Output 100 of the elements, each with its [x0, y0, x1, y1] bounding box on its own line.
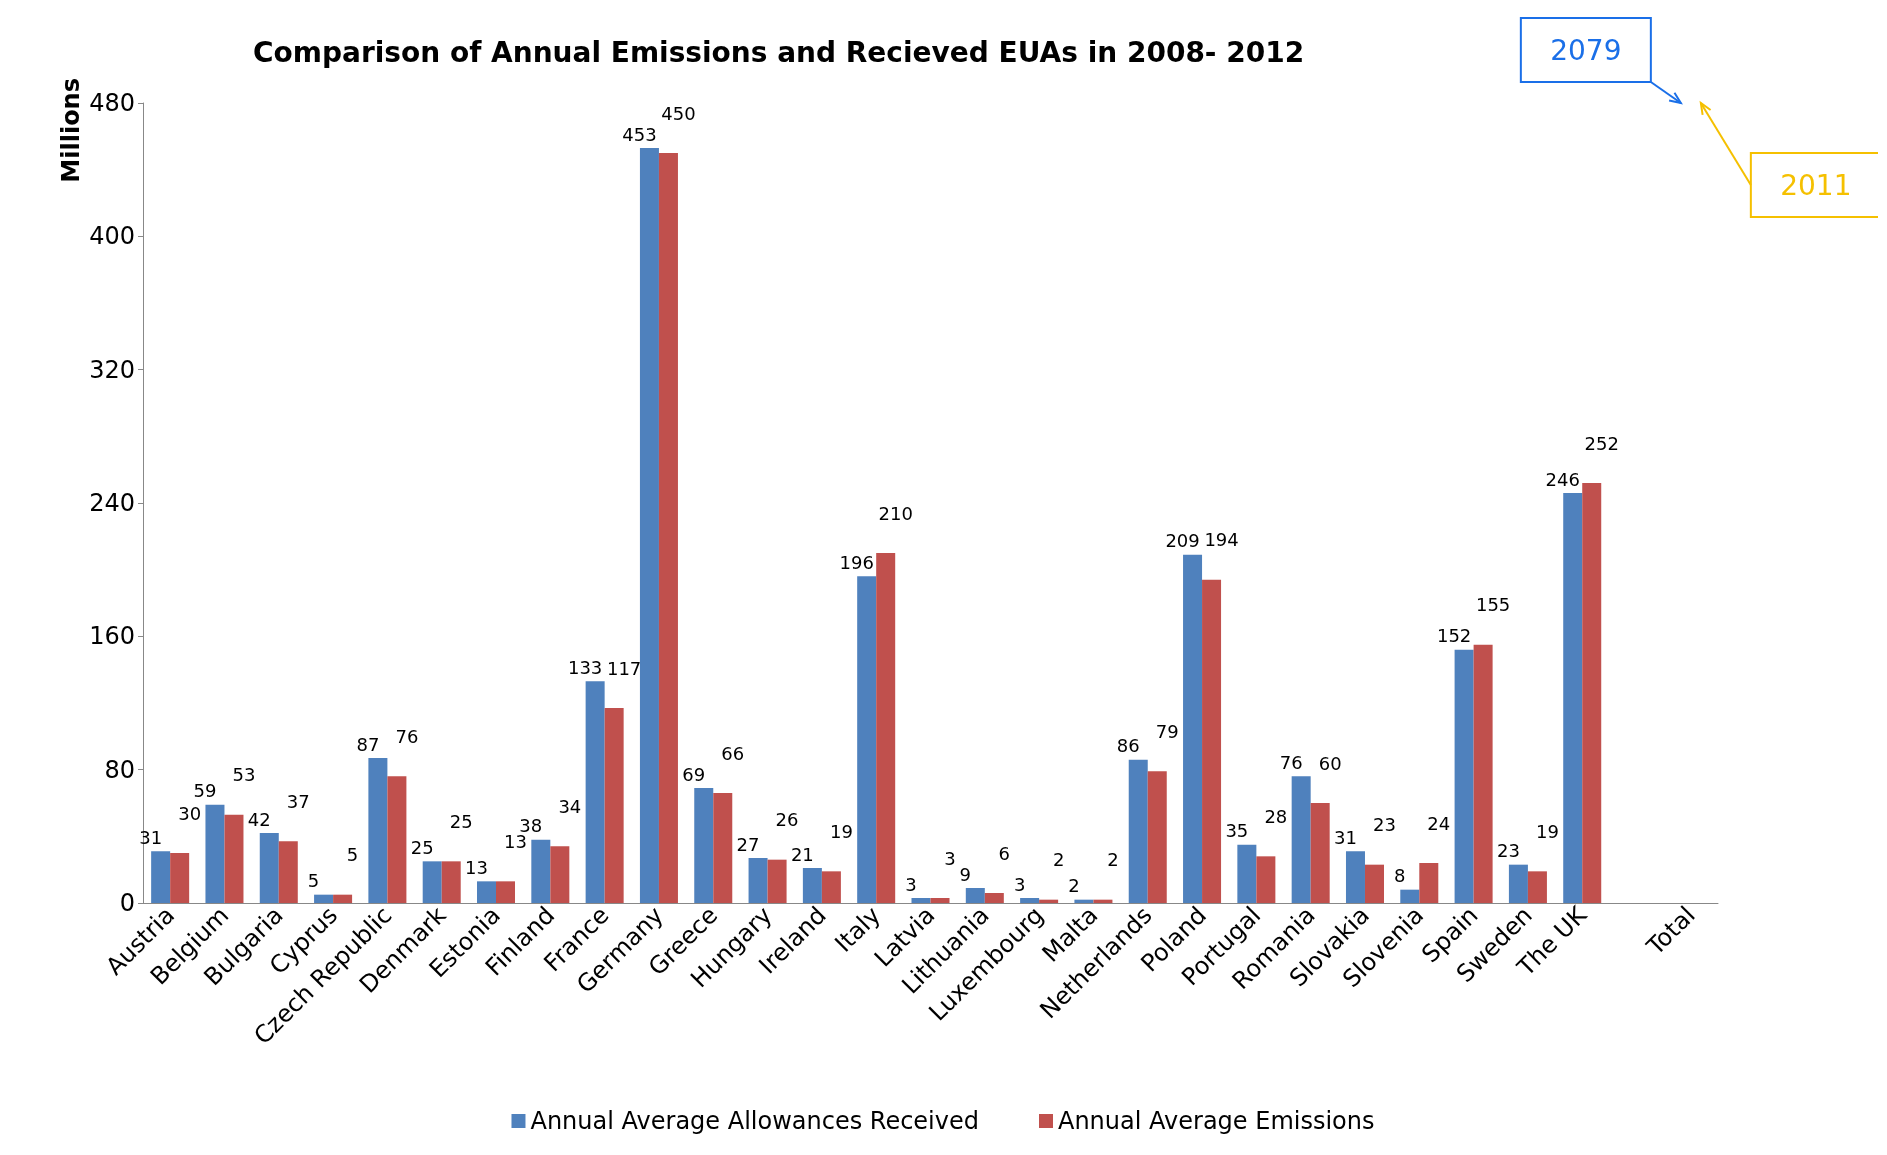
bar: [984, 893, 1004, 903]
bar: [205, 804, 225, 903]
bar: [1128, 759, 1148, 903]
data-label: 31: [139, 826, 163, 848]
data-label: 19: [1535, 820, 1559, 842]
bar: [857, 576, 877, 903]
bar: [477, 881, 497, 903]
data-label: 252: [1584, 432, 1619, 454]
bar: [531, 839, 551, 903]
data-label: 21: [790, 843, 814, 865]
legend-label: Annual Average Emissions: [1057, 1107, 1375, 1135]
bar: [1364, 864, 1384, 903]
data-label: 117: [606, 657, 642, 679]
data-label: 60: [1318, 752, 1342, 774]
data-label: 210: [878, 502, 913, 524]
data-label: 37: [286, 790, 310, 812]
bar: [1074, 899, 1094, 903]
bar: [496, 881, 516, 903]
data-label: 24: [1427, 812, 1451, 834]
legend-label: Annual Average Allowances Received: [530, 1107, 979, 1135]
data-label: 152: [1436, 625, 1472, 647]
bar: [767, 859, 787, 903]
data-label: 3: [905, 873, 917, 895]
y-tick-label: 160: [89, 622, 135, 651]
data-label: 9: [959, 863, 972, 885]
y-tick-label: 400: [89, 222, 135, 251]
bar: [694, 788, 714, 903]
bar: [1473, 644, 1493, 903]
bar: [876, 553, 896, 903]
data-label: 76: [395, 725, 419, 747]
y-axis-title: Millions: [57, 78, 85, 183]
bar: [1345, 851, 1365, 903]
data-label: 79: [1155, 720, 1179, 742]
y-tick-label: 80: [104, 755, 135, 784]
y-tick-label: 480: [89, 89, 135, 117]
data-label: 6: [998, 842, 1011, 864]
bar: [259, 833, 279, 903]
bar: [333, 894, 353, 903]
data-label: 35: [1225, 820, 1249, 842]
bar: [1020, 898, 1040, 903]
data-label: 34: [558, 795, 582, 817]
data-label: 196: [839, 551, 874, 573]
bar: [151, 851, 171, 903]
bar: [748, 858, 768, 903]
data-label: 59: [193, 780, 217, 802]
bar: [1582, 483, 1602, 903]
data-label: 453: [622, 123, 657, 145]
data-label: 23: [1373, 814, 1396, 836]
bar: [387, 776, 407, 903]
data-label: 53: [232, 764, 256, 786]
bar: [1093, 899, 1113, 903]
bar: [368, 758, 388, 903]
data-label: 3: [1013, 873, 1026, 895]
bar: [422, 861, 442, 903]
text: 2011: [1780, 168, 1852, 202]
data-label: 2: [1107, 849, 1119, 871]
bar: [1454, 649, 1474, 903]
data-label: 194: [1204, 529, 1239, 551]
bar: [278, 841, 298, 903]
data-label: 25: [410, 836, 434, 858]
bar: [1256, 856, 1276, 903]
data-label: 5: [307, 870, 320, 892]
bar: [550, 846, 570, 903]
bar: [314, 894, 334, 903]
data-label: 26: [775, 809, 799, 831]
chart-title: Comparison of Annual Emissions and Recieved EUAs in 2008- 2012: [253, 35, 1305, 69]
bar: [1291, 776, 1311, 903]
text: 2079: [1550, 33, 1622, 67]
bar: [802, 868, 822, 903]
bar: [1563, 493, 1583, 903]
bar: [1310, 803, 1330, 903]
bar: [170, 853, 190, 903]
bar: [1039, 899, 1059, 903]
bar: [639, 148, 659, 903]
data-label: 69: [682, 763, 706, 785]
data-label: 76: [1279, 751, 1303, 773]
bar: [1183, 554, 1203, 903]
data-label: 5: [346, 844, 359, 866]
data-label: 23: [1496, 840, 1520, 862]
data-label: 28: [1264, 805, 1288, 827]
data-label: 27: [736, 833, 760, 855]
bar: [911, 898, 931, 903]
data-label: 66: [721, 742, 745, 764]
data-label: 42: [247, 808, 271, 830]
bar: [713, 793, 733, 903]
data-label: 155: [1475, 594, 1511, 616]
data-label: 3: [944, 847, 956, 869]
data-label: 246: [1545, 468, 1580, 490]
bar: [658, 153, 678, 903]
bar: [930, 898, 950, 903]
bar: [965, 888, 985, 903]
bar: [441, 861, 461, 903]
bar: [1400, 889, 1420, 903]
data-label: 13: [465, 856, 488, 878]
bar: [1147, 771, 1167, 903]
data-label: 19: [829, 820, 853, 842]
data-label: 25: [449, 810, 473, 832]
bar: [1527, 871, 1547, 903]
bar: [1202, 579, 1222, 903]
data-label: 2: [1052, 849, 1065, 871]
